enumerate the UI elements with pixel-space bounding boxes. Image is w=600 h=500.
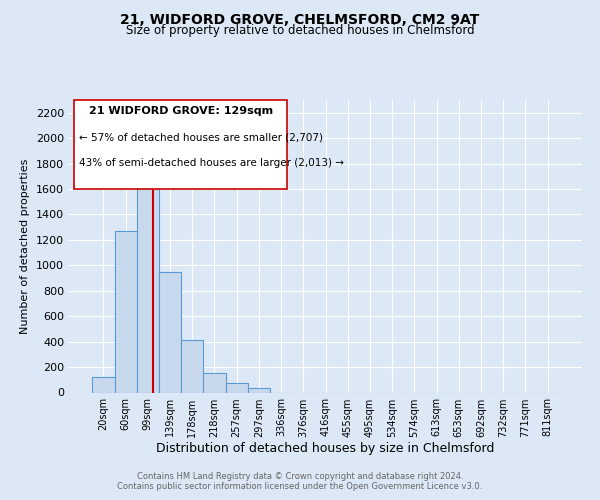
Text: Contains HM Land Registry data © Crown copyright and database right 2024.: Contains HM Land Registry data © Crown c… (137, 472, 463, 481)
Text: 43% of semi-detached houses are larger (2,013) →: 43% of semi-detached houses are larger (… (79, 158, 344, 168)
Bar (159, 272, 181, 392)
Text: 21 WIDFORD GROVE: 129sqm: 21 WIDFORD GROVE: 129sqm (89, 106, 272, 116)
Text: Size of property relative to detached houses in Chelmsford: Size of property relative to detached ho… (125, 24, 475, 37)
Bar (115, 231, 137, 392)
Bar (137, 171, 159, 392)
X-axis label: Distribution of detached houses by size in Chelmsford: Distribution of detached houses by size … (157, 442, 494, 456)
Bar (248, 388, 270, 392)
Bar (181, 340, 203, 392)
Text: 21, WIDFORD GROVE, CHELMSFORD, CM2 9AT: 21, WIDFORD GROVE, CHELMSFORD, CM2 9AT (121, 12, 479, 26)
FancyBboxPatch shape (74, 100, 287, 189)
Y-axis label: Number of detached properties: Number of detached properties (20, 158, 31, 334)
Bar (226, 383, 248, 392)
Text: ← 57% of detached houses are smaller (2,707): ← 57% of detached houses are smaller (2,… (79, 132, 323, 142)
Bar (92, 377, 115, 392)
Text: Contains public sector information licensed under the Open Government Licence v3: Contains public sector information licen… (118, 482, 482, 491)
Bar (203, 373, 226, 392)
